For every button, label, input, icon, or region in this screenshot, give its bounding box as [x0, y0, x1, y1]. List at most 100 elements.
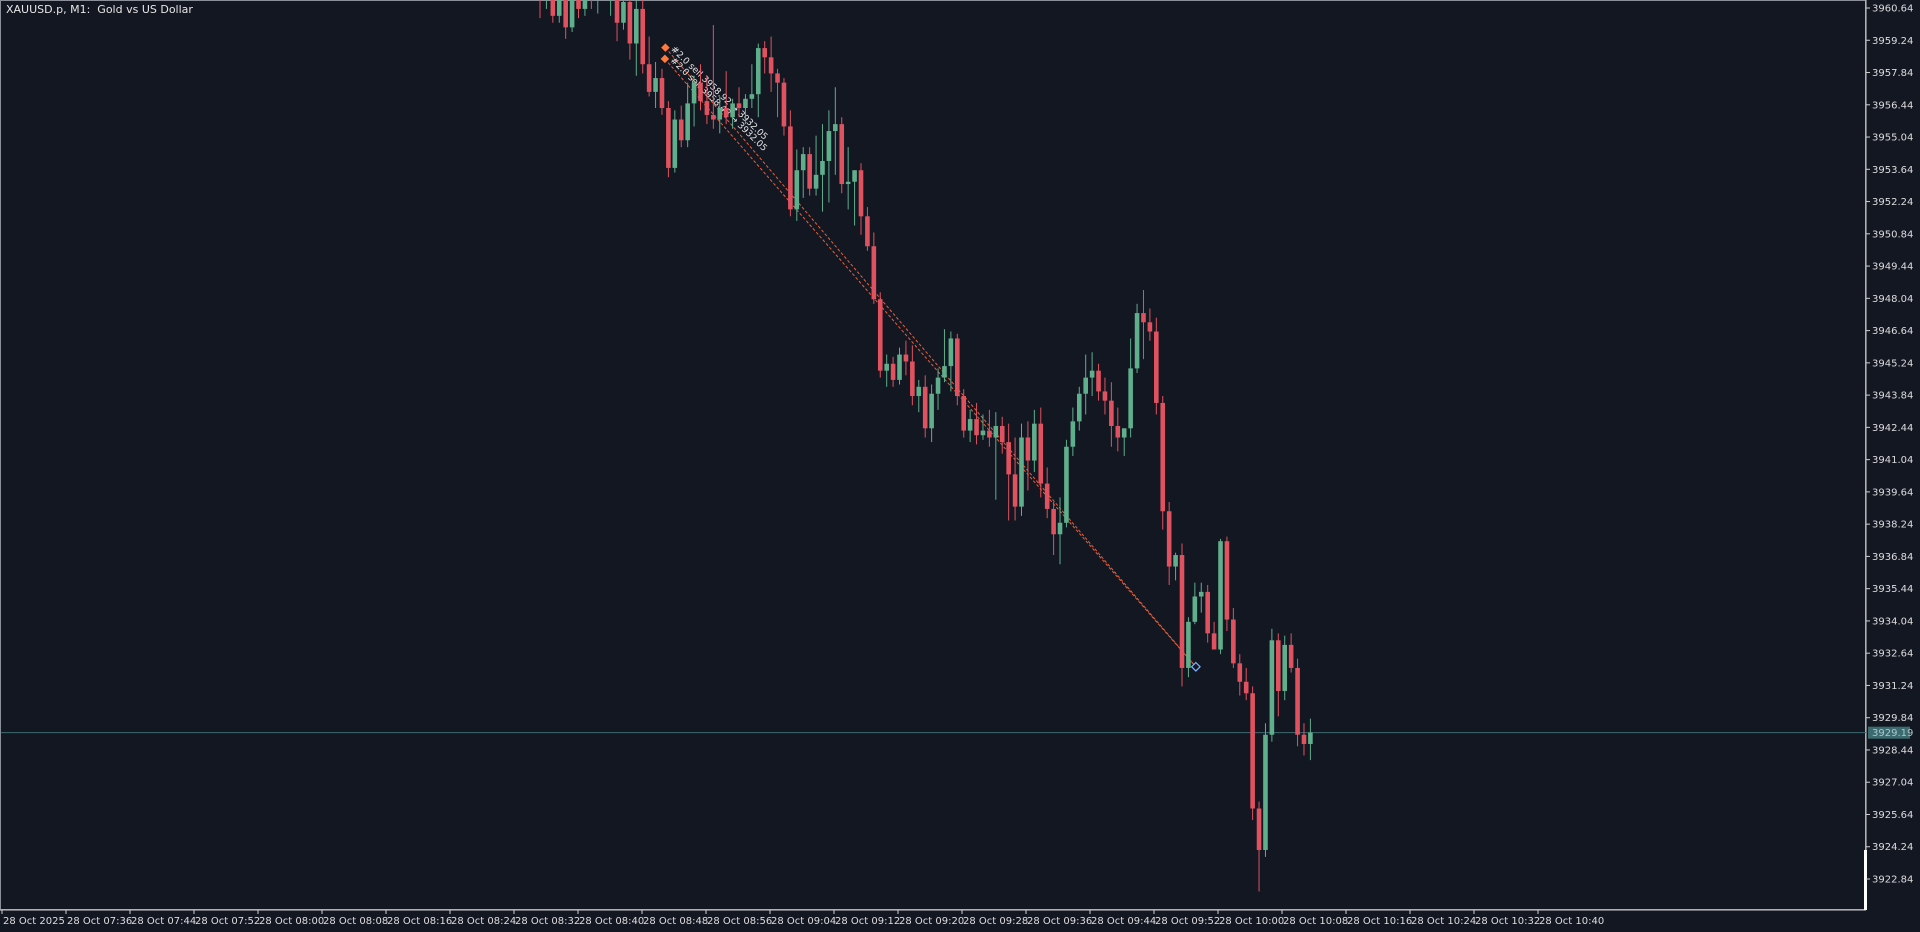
candle[interactable] [833, 87, 838, 175]
candle[interactable] [845, 147, 851, 210]
candle[interactable] [1288, 633, 1294, 673]
candle[interactable] [955, 333, 960, 406]
candle[interactable] [1102, 377, 1108, 415]
candle[interactable] [1282, 635, 1288, 701]
candle[interactable] [807, 147, 812, 196]
candle[interactable] [595, 0, 600, 14]
candle[interactable] [711, 25, 716, 129]
candle[interactable] [1308, 718, 1313, 761]
candle[interactable] [1154, 317, 1159, 415]
candle[interactable] [1141, 290, 1146, 360]
candle[interactable] [685, 82, 690, 148]
candle[interactable] [704, 75, 710, 125]
candle[interactable] [768, 36, 774, 92]
candle[interactable] [1134, 303, 1140, 373]
candle[interactable] [1044, 467, 1050, 519]
candle[interactable] [877, 292, 883, 378]
candle[interactable] [614, 0, 620, 42]
candle[interactable] [569, 0, 575, 32]
candle[interactable] [961, 389, 967, 438]
candle[interactable] [1160, 396, 1166, 530]
candle[interactable] [999, 416, 1005, 454]
candle[interactable] [942, 329, 947, 383]
candle[interactable] [608, 0, 613, 16]
candle[interactable] [1064, 439, 1069, 528]
candle[interactable] [646, 36, 652, 97]
candle[interactable] [1051, 502, 1056, 556]
candle[interactable] [1276, 633, 1281, 717]
candle[interactable] [935, 368, 941, 410]
candle[interactable] [1179, 543, 1185, 687]
candle[interactable] [698, 64, 703, 111]
candle[interactable] [1237, 654, 1243, 696]
trade-line[interactable] [664, 58, 1197, 668]
candle[interactable] [980, 414, 986, 440]
candle[interactable] [755, 43, 761, 118]
candle[interactable] [627, 0, 633, 60]
candle[interactable] [736, 87, 742, 118]
candle[interactable] [576, 0, 581, 19]
candle[interactable] [897, 347, 902, 385]
candle[interactable] [666, 101, 671, 178]
candle[interactable] [563, 0, 568, 39]
candle[interactable] [993, 412, 999, 500]
candle[interactable] [948, 331, 954, 392]
candle[interactable] [1115, 407, 1121, 452]
candle[interactable] [1301, 723, 1307, 756]
candle[interactable] [929, 384, 934, 443]
candle[interactable] [1263, 723, 1268, 857]
candle[interactable] [730, 98, 735, 129]
candle[interactable] [1070, 407, 1076, 456]
candle[interactable] [813, 135, 819, 196]
candle[interactable] [800, 147, 806, 198]
candle[interactable] [1198, 582, 1204, 613]
candle[interactable] [1269, 628, 1275, 742]
candle[interactable] [1025, 421, 1031, 491]
trade-line[interactable] [665, 47, 1197, 668]
candle[interactable] [659, 68, 665, 115]
candle[interactable] [967, 409, 973, 443]
candle[interactable] [987, 409, 992, 447]
candle[interactable] [1173, 552, 1178, 581]
candle[interactable] [1186, 617, 1191, 678]
candle[interactable] [672, 110, 678, 173]
candle[interactable] [544, 0, 549, 9]
candle[interactable] [1057, 497, 1063, 565]
candle[interactable] [916, 379, 922, 413]
candle[interactable] [749, 64, 755, 109]
candle[interactable] [582, 0, 588, 16]
candle[interactable] [826, 110, 832, 203]
candle[interactable] [884, 354, 889, 387]
candle[interactable] [556, 0, 562, 23]
candle[interactable] [1038, 407, 1044, 498]
candle[interactable] [589, 0, 594, 9]
candle[interactable] [1166, 502, 1172, 585]
candle[interactable] [903, 340, 909, 376]
candle[interactable] [852, 170, 857, 226]
candle[interactable] [775, 68, 780, 118]
candle[interactable] [890, 356, 896, 387]
candle[interactable] [723, 71, 729, 125]
candle[interactable] [1295, 658, 1300, 747]
candle[interactable] [1109, 382, 1114, 447]
candle[interactable] [550, 0, 556, 23]
candle[interactable] [1250, 686, 1255, 821]
candle[interactable] [865, 207, 870, 251]
candle[interactable] [820, 124, 825, 212]
candle[interactable] [922, 375, 928, 438]
candle[interactable] [1218, 538, 1223, 655]
candle[interactable] [762, 41, 767, 74]
candle[interactable] [1012, 437, 1018, 521]
candle[interactable] [1243, 667, 1249, 701]
candle[interactable] [653, 61, 658, 109]
candle[interactable] [794, 149, 800, 221]
candle[interactable] [640, 0, 646, 74]
candle[interactable] [1121, 428, 1127, 456]
candle[interactable] [621, 0, 626, 30]
candle[interactable] [788, 110, 793, 217]
candle[interactable] [743, 94, 748, 125]
candle[interactable] [1006, 423, 1011, 521]
candle[interactable] [1019, 423, 1024, 516]
candle[interactable] [858, 163, 864, 235]
